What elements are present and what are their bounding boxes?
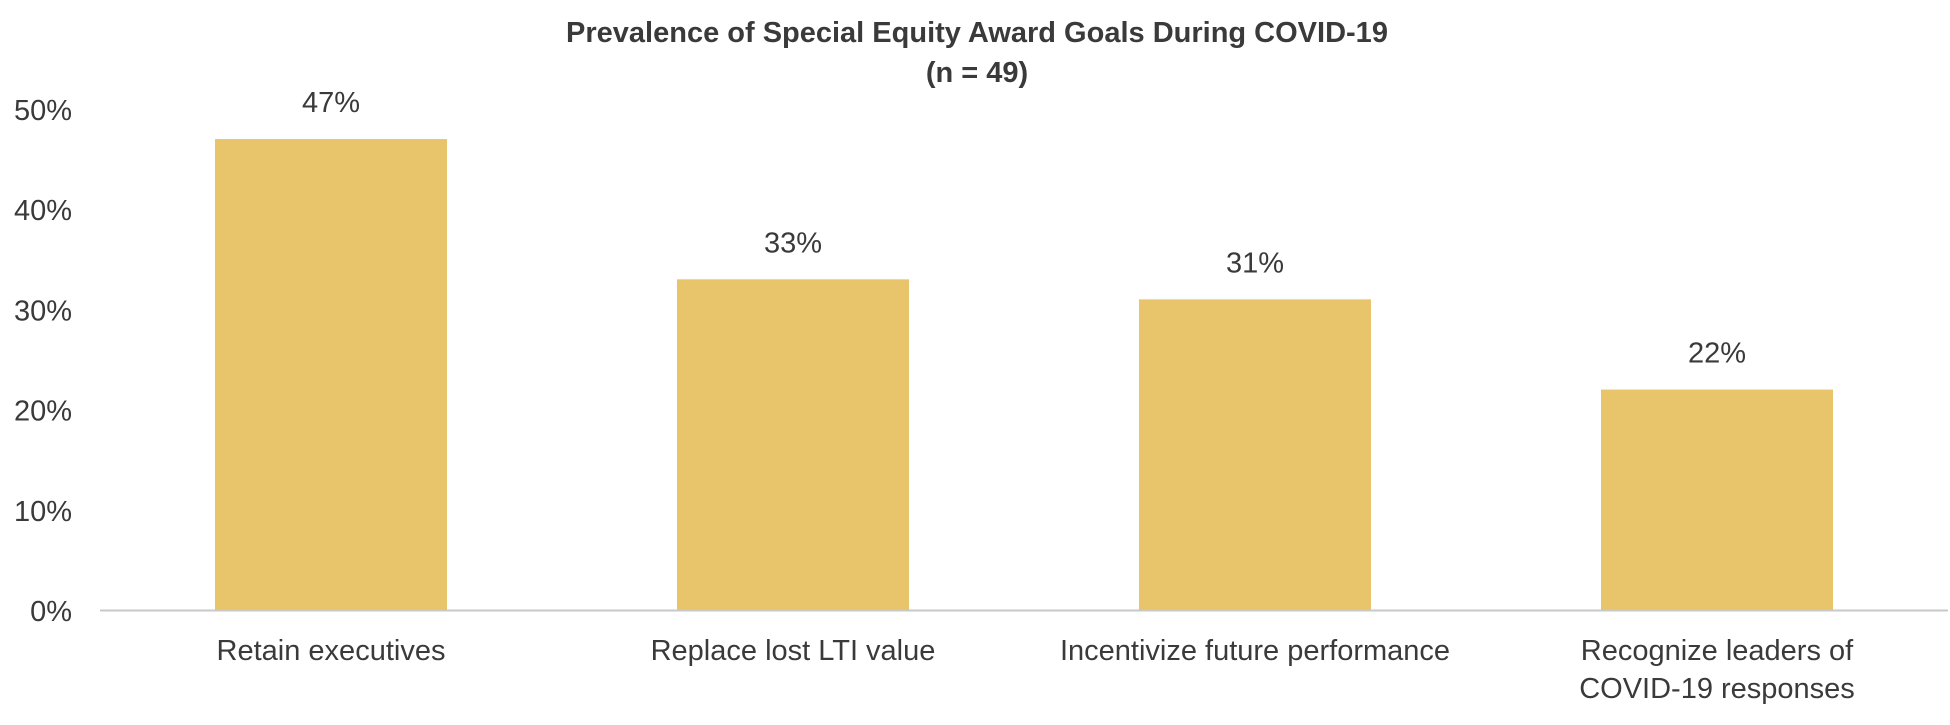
x-tick-label: Retain executives xyxy=(217,635,446,667)
y-tick-label: 40% xyxy=(14,195,72,227)
x-tick-label: Incentivize future performance xyxy=(1060,635,1450,667)
bar xyxy=(215,139,447,610)
bar xyxy=(677,279,909,610)
x-axis: Retain executives Replace lost LTI value I… xyxy=(100,609,1948,705)
bar-value-label: 31% xyxy=(1226,247,1284,279)
x-tick-label: Recognize leaders of xyxy=(1581,635,1854,667)
bar-value-label: 47% xyxy=(302,87,360,119)
chart-title: Prevalence of Special Equity Award Goals… xyxy=(566,17,1388,49)
chart-title-group: Prevalence of Special Equity Award Goals… xyxy=(566,17,1388,89)
bar-value-label: 22% xyxy=(1688,338,1746,370)
y-tick-label: 20% xyxy=(14,396,72,428)
bar-value-label: 33% xyxy=(764,227,822,259)
y-tick-label: 30% xyxy=(14,295,72,327)
y-tick-label: 50% xyxy=(14,95,72,127)
chart-subtitle: (n = 49) xyxy=(926,57,1028,89)
y-tick-label: 0% xyxy=(30,596,72,628)
bars xyxy=(215,139,1833,610)
x-tick-label: COVID-19 responses xyxy=(1579,673,1855,705)
value-labels: 47% 33% 31% 22% xyxy=(302,87,1746,370)
bar xyxy=(1139,299,1371,610)
x-tick-label: Replace lost LTI value xyxy=(651,635,936,667)
y-tick-label: 10% xyxy=(14,496,72,528)
bar xyxy=(1601,389,1833,610)
y-axis: 0% 10% 20% 30% 40% 50% xyxy=(14,95,72,628)
